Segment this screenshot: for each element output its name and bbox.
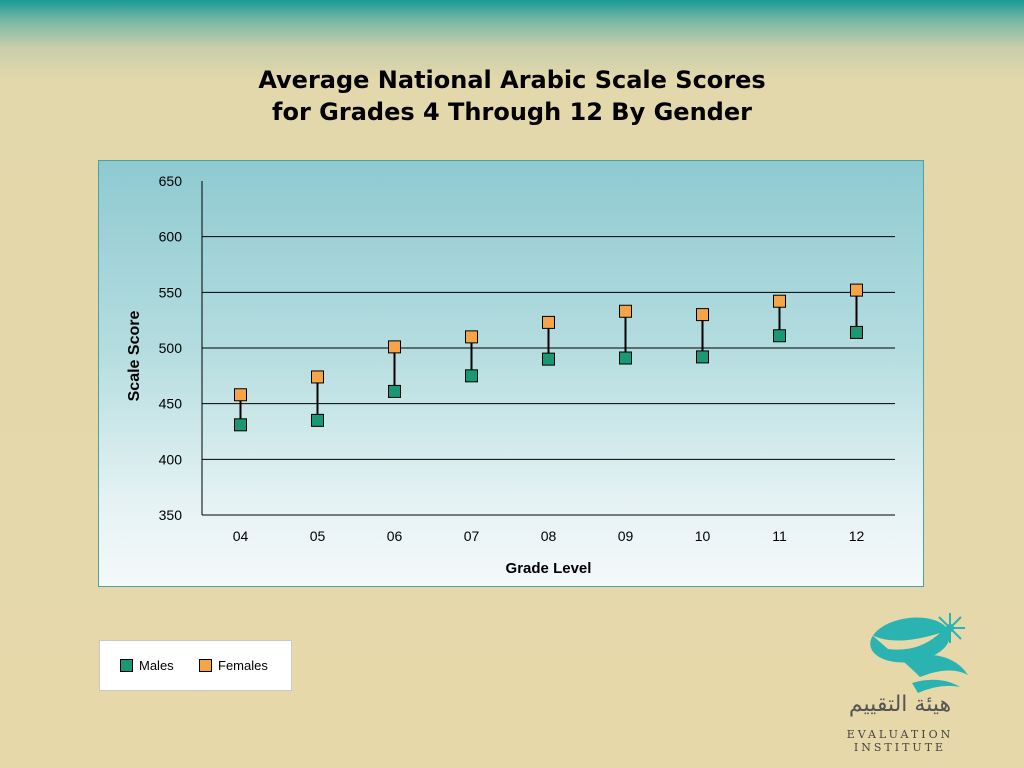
x-tick-label: 06: [387, 528, 403, 544]
female-point: [388, 340, 401, 354]
y-tick-label: 500: [159, 340, 183, 356]
logo-english-name: EVALUATION INSTITUTE: [846, 728, 954, 754]
logo-arabic-name: هيئة التقييم: [848, 692, 952, 717]
male-point: [542, 352, 555, 366]
male-point: [388, 384, 401, 398]
legend-label-females: Females: [218, 658, 268, 673]
chart-title: Average National Arabic Scale Scores for…: [0, 64, 1024, 128]
chart-svg: 350 400 450 500 550 600 650 04 05 06 07 08 09 10 11 12 G…: [126, 173, 895, 577]
female-point: [619, 304, 632, 318]
x-tick-label: 10: [695, 528, 711, 544]
x-tick-label: 11: [772, 528, 787, 544]
male-point: [850, 325, 863, 339]
y-axis-title: Scale Score: [126, 311, 143, 402]
female-point: [542, 315, 555, 329]
chart-title-line2: for Grades 4 Through 12 By Gender: [272, 98, 752, 126]
x-tick-label: 04: [233, 528, 249, 544]
x-tick-label: 05: [310, 528, 326, 544]
y-tick-label: 400: [159, 451, 183, 467]
x-tick-label: 09: [618, 528, 634, 544]
y-tick-label: 450: [159, 396, 183, 412]
male-point: [619, 351, 632, 365]
legend-swatch-females: [199, 659, 212, 672]
legend: Males Females: [99, 640, 292, 691]
male-point: [311, 413, 324, 427]
y-tick-label: 600: [159, 229, 183, 245]
x-axis-title: Grade Level: [506, 560, 592, 577]
female-point: [311, 370, 324, 384]
female-point: [465, 330, 478, 344]
chart-area: 350 400 450 500 550 600 650 04 05 06 07 08 09 10 11 12 G…: [98, 160, 924, 587]
chart-title-line1: Average National Arabic Scale Scores: [258, 66, 766, 94]
x-tick-label: 08: [541, 528, 557, 544]
female-point: [696, 308, 709, 322]
male-point: [234, 418, 247, 432]
male-point: [696, 350, 709, 364]
logo-emblem-icon: [870, 613, 968, 693]
female-point: [773, 294, 786, 308]
female-point: [234, 388, 247, 402]
evaluation-institute-logo: [870, 613, 968, 693]
y-tick-label: 350: [159, 507, 183, 523]
x-tick-label: 12: [849, 528, 865, 544]
legend-swatch-males: [120, 659, 133, 672]
y-tick-label: 650: [159, 173, 183, 189]
y-tick-label: 550: [159, 284, 183, 300]
legend-item-females: Females: [199, 658, 268, 673]
male-point: [465, 369, 478, 383]
male-point: [773, 329, 786, 343]
female-point: [850, 283, 863, 297]
legend-item-males: Males: [120, 658, 174, 673]
x-tick-label: 07: [464, 528, 480, 544]
legend-label-males: Males: [139, 658, 174, 673]
